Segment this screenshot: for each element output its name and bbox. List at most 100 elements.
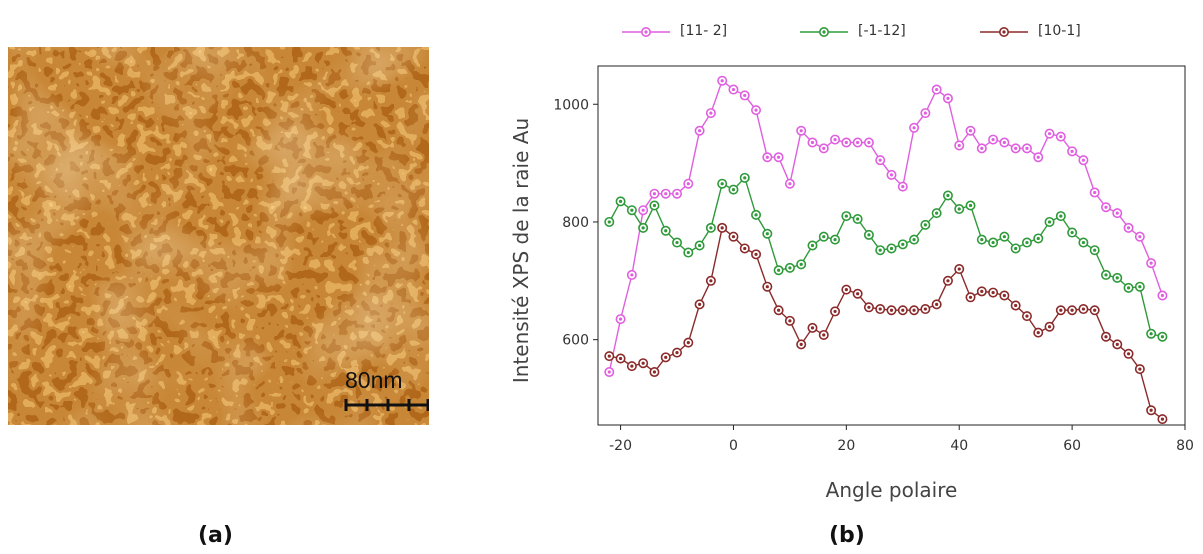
data-point-core [833,309,837,314]
data-point-core [1160,293,1165,298]
data-point-core [743,176,747,180]
data-point-core [1126,226,1131,230]
series-line [609,226,1163,420]
data-point-core [1002,140,1006,145]
data-point-core [709,279,713,283]
data-point-core [1149,332,1153,336]
data-point-core [1014,146,1018,150]
data-point-core [720,79,724,83]
data-point-core [709,226,713,230]
plot-frame [597,65,1186,426]
legend-item: [-1-12] [800,23,906,39]
data-point-core [1002,235,1006,239]
data-point-core [912,308,916,312]
data-point-core [980,289,984,294]
data-point-core [799,342,803,346]
data-point-core [630,273,634,277]
x-tick-label: 20 [837,438,855,454]
data-point-core [957,207,961,211]
data-point-core [675,351,679,355]
data-point-core [1115,276,1119,280]
data-point-core [1025,146,1029,150]
data-point-core [777,308,781,312]
data-point-core [968,129,973,133]
scale-label: 80nm [345,367,403,393]
legend-label: [-1-12] [858,23,906,39]
data-point-core [1138,367,1142,371]
data-point-core [697,129,702,133]
data-point-core [901,185,905,189]
series-3 [604,222,1168,425]
data-point-core [1036,236,1040,241]
data-point-core [641,361,645,365]
data-point-core [991,290,995,295]
data-point-core [788,266,792,270]
data-point-core [878,158,882,162]
y-axis-title: Intensité XPS de la raie Au [509,118,533,383]
data-point-core [844,214,848,218]
data-point-core [743,93,747,98]
data-point-core [1081,240,1086,245]
y-tick-label: 800 [562,215,589,231]
data-point-core [731,235,736,239]
data-point-core [1138,285,1142,289]
data-point-core [1081,158,1086,162]
data-point-core [889,246,894,251]
data-point-core [923,307,927,311]
data-point-core [889,173,894,177]
data-point-core [1160,335,1165,339]
data-point-core [822,333,826,337]
afm-texture [8,47,429,425]
data-point-core [1036,155,1040,159]
data-point-core [754,108,758,112]
data-point-core [664,229,668,233]
data-point-core [686,250,690,255]
data-point-core [788,319,792,323]
axes: -20 0 20 40 60 80 600 800 1000 [553,65,1194,454]
data-point-core [652,370,657,374]
data-point-core [822,146,826,150]
data-point-core [856,217,860,221]
data-point-core [946,193,950,198]
legend-marker-core [1002,30,1006,34]
data-point-core [618,199,623,203]
data-point-core [822,235,826,239]
data-point-core [1104,335,1108,339]
data-point-core [867,140,871,145]
data-point-core [957,267,961,271]
data-point-core [912,238,916,242]
data-point-core [1059,308,1063,312]
data-point-core [1070,230,1074,235]
data-point-core [618,356,623,361]
data-point-core [867,305,871,309]
data-point-core [641,226,645,230]
data-point-core [1160,417,1165,421]
data-point-core [844,140,848,145]
data-point-core [878,307,882,311]
data-point-core [867,233,871,237]
legend-marker-core [644,30,648,34]
data-point-core [731,87,736,92]
data-point-core [777,155,781,159]
data-point-core [923,223,927,227]
data-point-core [901,242,905,246]
data-point-core [630,364,634,368]
data-point-core [664,355,668,359]
data-point-core [1126,352,1131,356]
data-point-core [810,140,815,145]
legend-label: [11- 2] [680,23,727,39]
data-point-core [765,155,769,159]
data-point-core [1104,205,1108,209]
data-point-core [980,146,984,150]
caption-a: (a) [198,523,233,548]
legend-marker-core [822,30,826,34]
data-point-core [935,87,939,92]
data-point-core [1025,240,1029,245]
afm-image [8,47,429,425]
data-point-core [697,243,702,248]
data-point-core [1002,293,1006,298]
data-point-core [923,111,927,115]
data-point-core [765,285,769,289]
caption-b: (b) [829,523,865,548]
data-point-core [1081,307,1086,311]
